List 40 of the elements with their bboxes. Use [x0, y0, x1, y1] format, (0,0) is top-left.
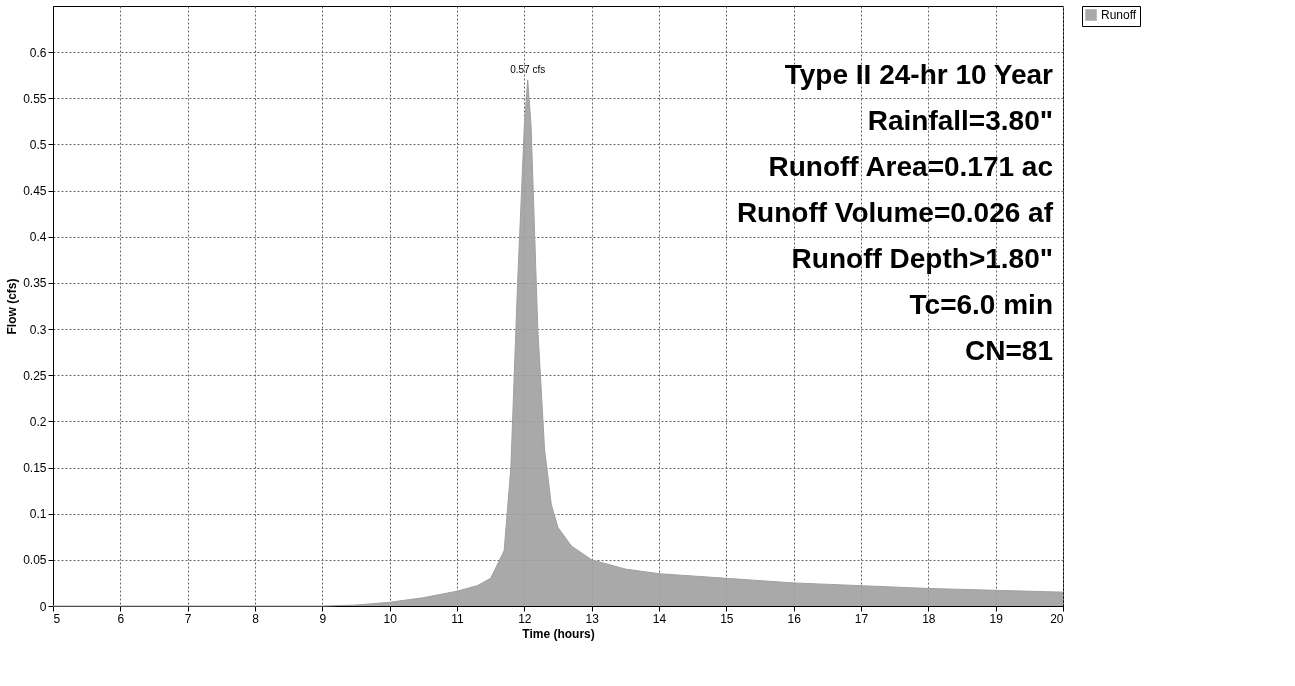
y-tick-label: 0: [39, 599, 47, 614]
x-tick-label: 9: [319, 611, 327, 626]
annotation: Rainfall=3.80": [867, 105, 1053, 136]
x-tick-label: 6: [117, 611, 125, 626]
x-tick-label: 13: [585, 611, 600, 626]
y-tick-label: 0.35: [23, 276, 47, 291]
y-tick-label: 0.3: [29, 322, 47, 337]
x-tick-label: 15: [720, 611, 734, 626]
x-tick-label: 10: [383, 611, 398, 626]
x-axis-title: Time (hours): [522, 626, 595, 641]
annotation: 0.57 cfs: [510, 63, 546, 75]
x-tick-label: 12: [518, 611, 532, 626]
y-tick-label: 0.45: [23, 184, 47, 199]
annotation: Type II 24-hr 10 Year: [784, 59, 1054, 90]
y-tick-label: 0.5: [29, 137, 47, 152]
y-tick-label: 0.25: [23, 368, 47, 383]
annotation: Tc=6.0 min: [909, 289, 1053, 320]
y-tick-label: 0.2: [29, 414, 47, 429]
x-tick-label: 7: [184, 611, 192, 626]
legend-label: Runoff: [1101, 8, 1137, 22]
y-axis-title: Flow (cfs): [5, 278, 20, 335]
annotation: Runoff Volume=0.026 af: [736, 197, 1054, 228]
x-tick-label: 8: [252, 611, 260, 626]
y-tick-label: 0.1: [29, 507, 47, 522]
y-tick-label: 0.6: [29, 45, 47, 60]
x-tick-label: 20: [1050, 611, 1064, 626]
x-tick-label: 11: [451, 611, 465, 626]
y-tick-label: 0.4: [29, 230, 47, 245]
y-tick-label: 0.15: [23, 461, 47, 476]
x-tick-label: 17: [854, 611, 869, 626]
x-tick-label: 5: [53, 611, 61, 626]
x-tick-label: 16: [787, 611, 802, 626]
x-tick-label: 18: [922, 611, 936, 626]
x-tick-label: 19: [989, 611, 1004, 626]
annotation: Runoff Depth>1.80": [791, 243, 1053, 274]
y-tick-label: 0.05: [23, 553, 47, 568]
x-tick-label: 14: [652, 611, 667, 626]
annotation: CN=81: [965, 335, 1053, 366]
y-tick-label: 0.55: [23, 91, 47, 106]
annotation: Runoff Area=0.171 ac: [768, 151, 1053, 182]
